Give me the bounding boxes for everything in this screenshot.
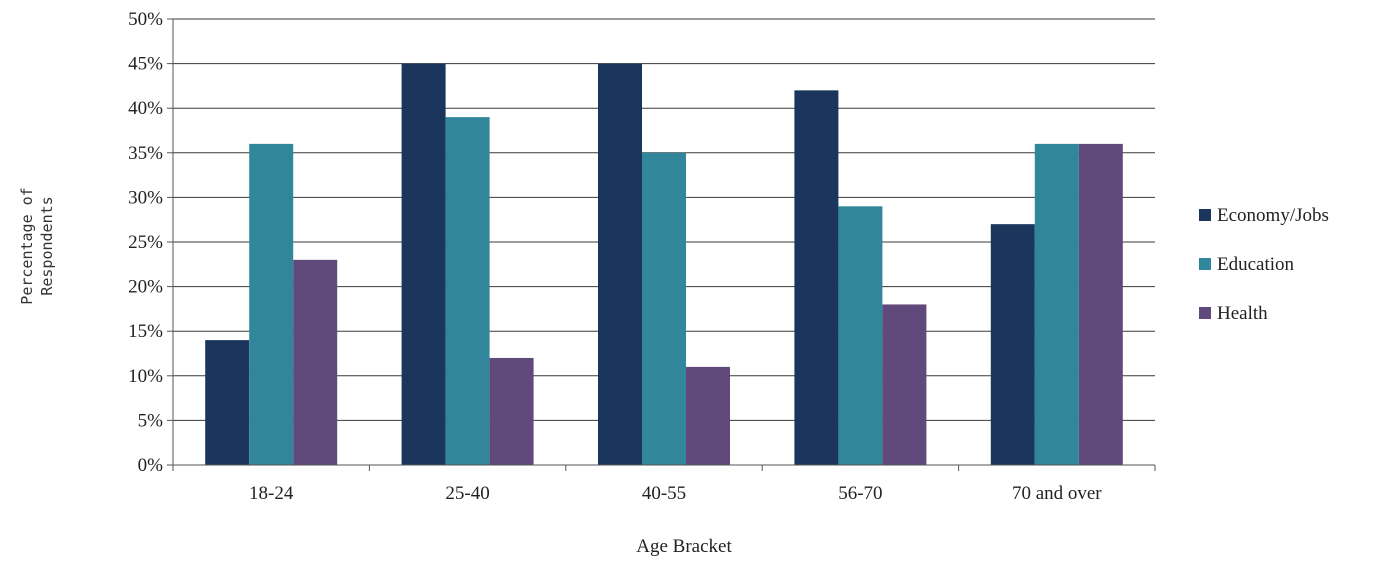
y-tick-label: 30%: [128, 187, 163, 208]
bar-education-56-70: [838, 206, 883, 465]
bar-health-25-40: [489, 357, 534, 465]
y-axis-title: Percentage of Respondents: [18, 187, 56, 304]
bar-health-40-55: [686, 366, 730, 465]
y-tick-label: 40%: [128, 98, 163, 119]
legend-item: Health: [1199, 303, 1268, 324]
bar-education-25-40: [445, 117, 490, 466]
y-tick-label: 0%: [138, 455, 164, 476]
bar-education-40-55: [642, 152, 686, 466]
y-axis-title-line-2: Respondents: [38, 196, 56, 295]
y-tick-label: 25%: [128, 232, 163, 253]
x-tick-label: 56-70: [838, 483, 882, 504]
bar-health-18-24: [293, 259, 338, 465]
legend-label: Economy/Jobs: [1217, 205, 1329, 226]
bar-economy-jobs-18-24: [205, 340, 250, 465]
x-tick-label: 25-40: [445, 483, 489, 504]
bar-economy-jobs-70-and-over: [990, 224, 1035, 465]
legend-swatch: [1199, 209, 1211, 221]
y-tick-label: 5%: [138, 410, 164, 431]
legend-label: Education: [1217, 254, 1295, 275]
bar-health-56-70: [882, 304, 927, 465]
legend-swatch: [1199, 307, 1211, 319]
y-tick-labels: 0% 5% 10% 15% 20% 25% 30% 35% 40% 45% 50%: [128, 9, 173, 476]
x-tick-label: 40-55: [642, 483, 686, 504]
legend: Economy/Jobs Education Health: [1199, 205, 1329, 324]
x-axis-title: Age Bracket: [636, 536, 732, 557]
legend-item: Economy/Jobs: [1199, 205, 1329, 226]
x-tick-label: 70 and over: [1012, 483, 1102, 504]
bar-economy-jobs-40-55: [598, 63, 642, 465]
bar-economy-jobs-56-70: [794, 90, 839, 466]
y-axis-title-line-1: Percentage of: [18, 187, 36, 304]
x-tick-label: 18-24: [249, 483, 294, 504]
legend-item: Education: [1199, 254, 1295, 275]
x-tick-labels: 18-24 25-40 40-55 56-70 70 and over: [172, 465, 1156, 504]
bar-education-70-and-over: [1034, 143, 1079, 465]
y-tick-label: 20%: [128, 277, 163, 298]
bars: [205, 63, 1123, 466]
bar-economy-jobs-25-40: [401, 63, 446, 465]
bar-health-70-and-over: [1078, 143, 1123, 465]
y-tick-label: 35%: [128, 143, 163, 164]
y-tick-label: 15%: [128, 321, 163, 342]
legend-label: Health: [1217, 303, 1268, 324]
y-tick-label: 10%: [128, 366, 163, 387]
legend-swatch: [1199, 258, 1211, 270]
y-tick-label: 50%: [128, 9, 163, 30]
y-tick-label: 45%: [128, 54, 163, 75]
bar-education-18-24: [249, 143, 294, 465]
